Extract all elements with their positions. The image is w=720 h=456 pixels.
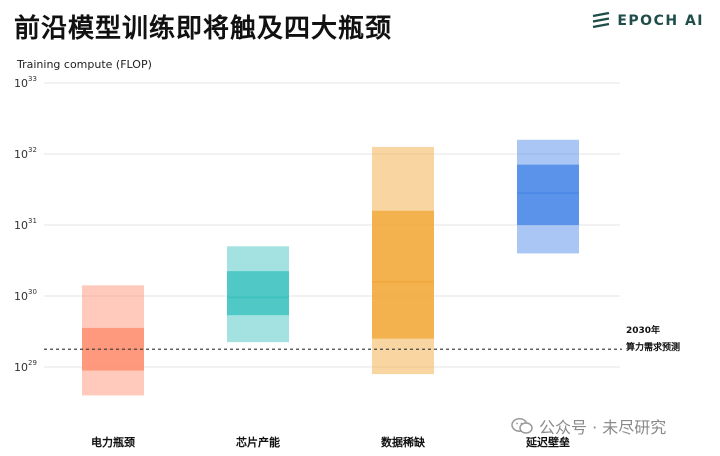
- x-category-label: 芯片产能: [236, 435, 280, 449]
- epoch-logo-icon: [593, 12, 610, 29]
- x-category-label: 电力瓶颈: [91, 435, 135, 449]
- y-tick-label: 1033: [14, 75, 37, 90]
- chart-title: 前沿模型训练即将触及四大瓶颈: [14, 14, 393, 44]
- brand-name: EPOCH AI: [617, 13, 704, 29]
- y-tick-label: 1030: [14, 288, 37, 303]
- y-tick-label: 1029: [14, 359, 37, 374]
- y-tick-label: 1032: [14, 146, 37, 161]
- reference-label-line2: 算力需求预测: [626, 343, 681, 353]
- y-axis-title: Training compute (FLOP): [17, 58, 152, 71]
- watermark: 公众号 · 未尽研究: [511, 414, 666, 438]
- inner-range-bar: [372, 210, 434, 339]
- inner-range-bar: [227, 271, 289, 316]
- watermark-text: 公众号 · 未尽研究: [539, 418, 667, 437]
- inner-range-bar: [517, 164, 579, 225]
- y-tick-label: 1031: [14, 217, 37, 232]
- epoch-ai-logo: EPOCH AI: [591, 12, 704, 30]
- x-category-label: 数据稀缺: [381, 435, 426, 449]
- wechat-icon: [511, 418, 533, 434]
- x-category-label: 延迟壁垒: [525, 435, 570, 449]
- reference-label-line1: 2030年: [626, 326, 661, 336]
